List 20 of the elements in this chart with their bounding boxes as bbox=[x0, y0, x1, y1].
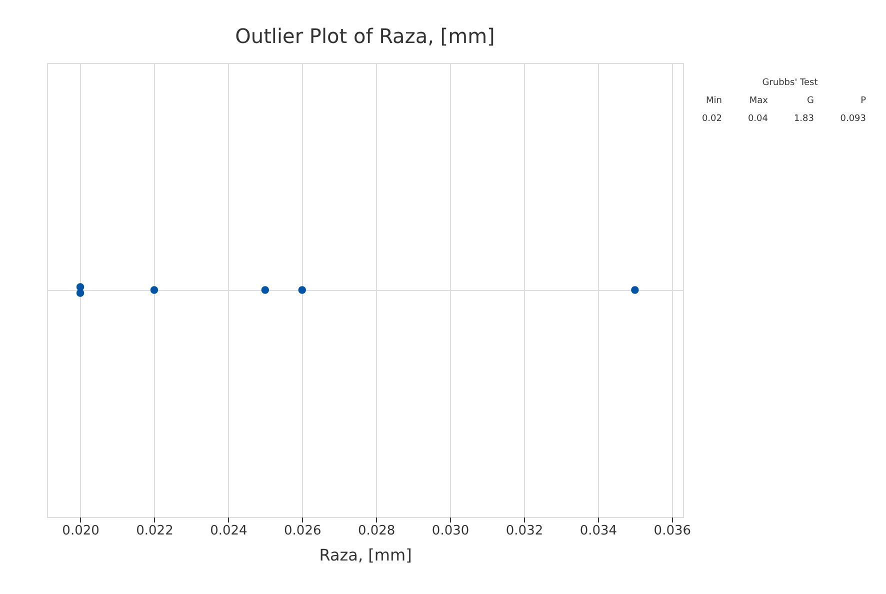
x-tick-label: 0.030 bbox=[432, 524, 470, 538]
x-tick-label: 0.024 bbox=[210, 524, 248, 538]
x-tick-label: 0.022 bbox=[136, 524, 174, 538]
text: 1.83 bbox=[794, 114, 814, 124]
x-tick-label: 0.036 bbox=[654, 524, 692, 538]
x-tick-label: 0.028 bbox=[358, 524, 396, 538]
x-tick-label: 0.032 bbox=[506, 524, 544, 538]
chart-title: Outlier Plot of Raza, [mm] bbox=[235, 24, 495, 48]
text: Min bbox=[706, 96, 722, 106]
text: 0.02 bbox=[702, 114, 722, 124]
x-tick-label: 0.020 bbox=[62, 524, 100, 538]
x-axis-title: Raza, [mm] bbox=[319, 546, 412, 564]
text: P bbox=[860, 96, 867, 106]
text: 0.093 bbox=[840, 114, 866, 124]
x-tick-label: 0.034 bbox=[580, 524, 618, 538]
text: Max bbox=[749, 96, 769, 106]
text: G bbox=[807, 96, 814, 106]
x-tick-label: 0.026 bbox=[284, 524, 322, 538]
text: 0.04 bbox=[748, 114, 768, 124]
text: Grubbs' Test bbox=[762, 78, 818, 88]
